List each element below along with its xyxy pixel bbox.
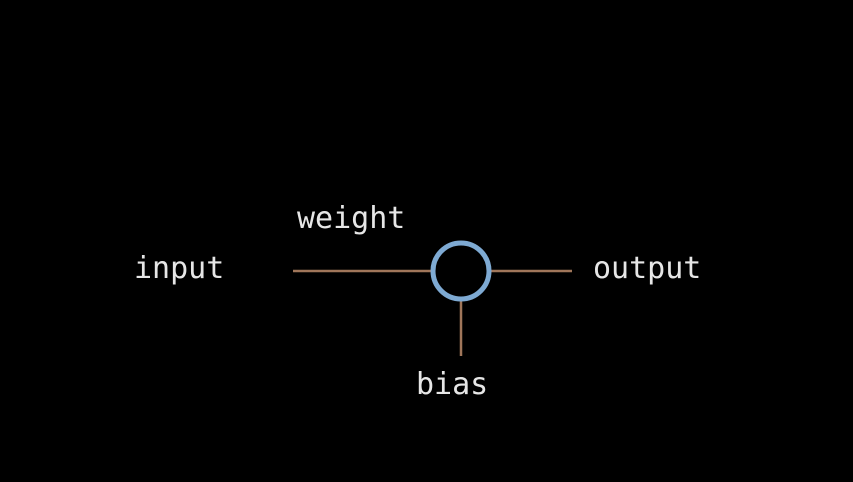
output-label: output	[593, 251, 702, 286]
weight-label: weight	[297, 201, 406, 236]
bias-label: bias	[416, 367, 489, 402]
input-label: input	[134, 251, 225, 286]
neuron-node	[430, 240, 492, 302]
